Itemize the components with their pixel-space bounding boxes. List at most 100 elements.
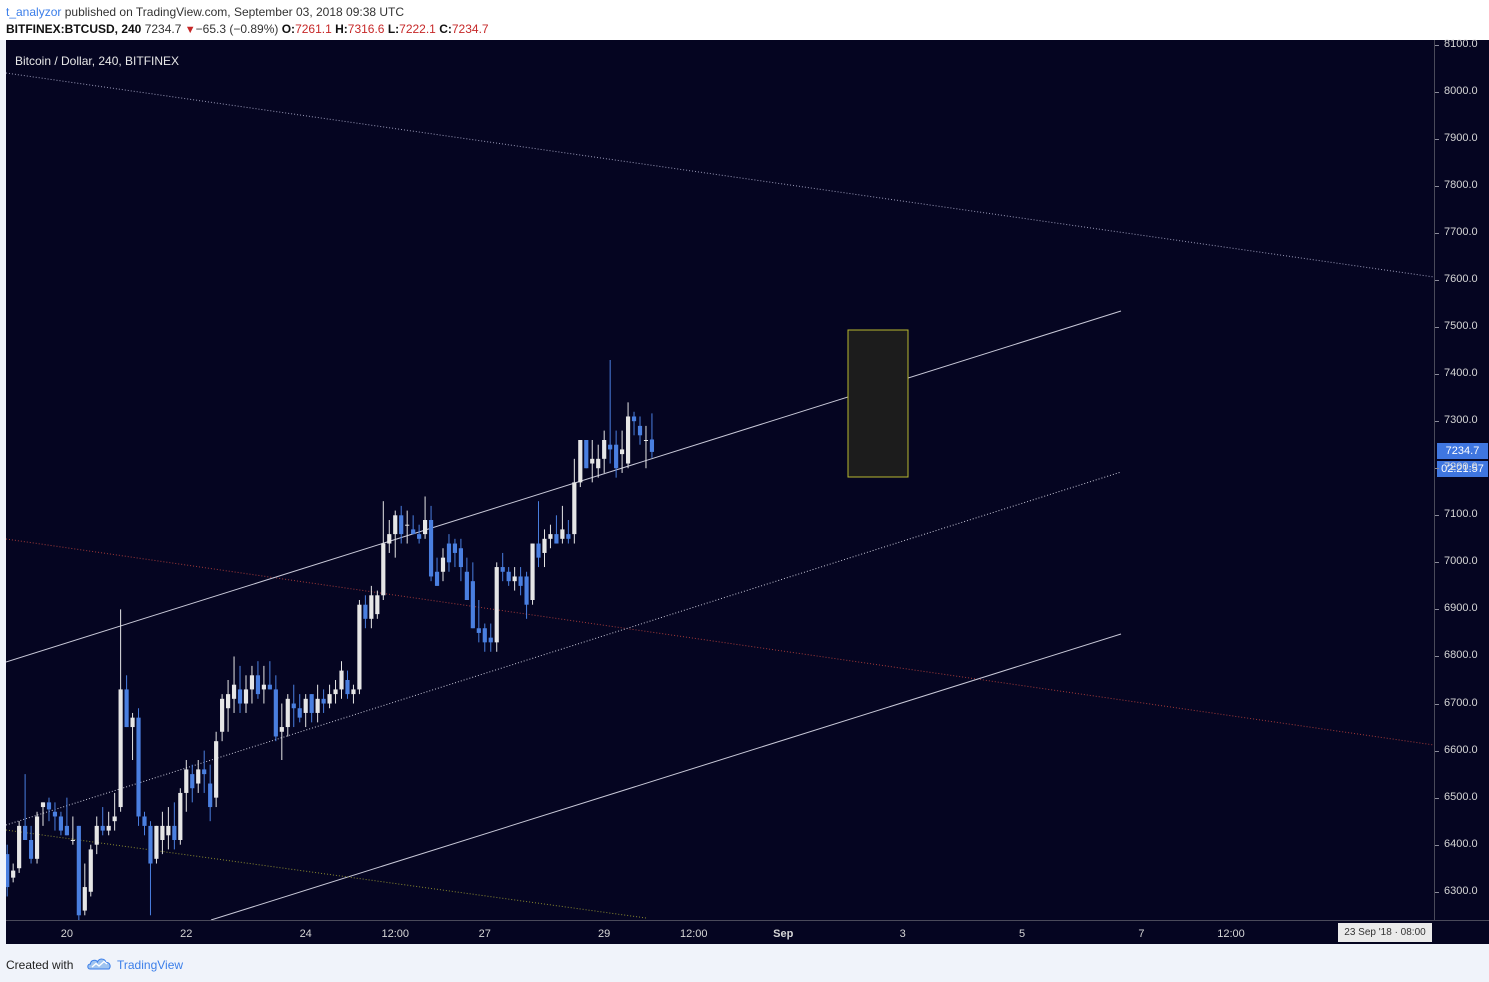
highlight-rectangle[interactable] bbox=[847, 329, 909, 478]
candle[interactable] bbox=[476, 600, 481, 643]
candle[interactable] bbox=[542, 529, 547, 568]
candle[interactable] bbox=[560, 505, 565, 544]
candle[interactable] bbox=[482, 623, 487, 652]
candle[interactable] bbox=[220, 694, 225, 742]
candle[interactable] bbox=[100, 807, 105, 836]
candle[interactable] bbox=[249, 665, 255, 704]
candle[interactable] bbox=[214, 731, 219, 808]
candle[interactable] bbox=[190, 764, 195, 803]
candle[interactable] bbox=[530, 543, 535, 605]
candle[interactable] bbox=[76, 825, 81, 920]
channel-mid-line[interactable] bbox=[6, 471, 1122, 826]
candle[interactable] bbox=[106, 811, 111, 836]
candle[interactable] bbox=[285, 694, 290, 737]
candle[interactable] bbox=[608, 360, 613, 464]
candle[interactable] bbox=[166, 807, 171, 850]
candle[interactable] bbox=[58, 811, 64, 836]
candle[interactable] bbox=[291, 684, 296, 728]
candle[interactable] bbox=[554, 515, 559, 544]
tradingview-link[interactable]: TradingView bbox=[117, 958, 184, 972]
red-trend-line[interactable] bbox=[6, 538, 1434, 746]
candle[interactable] bbox=[381, 501, 386, 600]
candle[interactable] bbox=[399, 505, 404, 544]
candle[interactable] bbox=[303, 694, 308, 728]
yellow-trend-line[interactable] bbox=[6, 829, 647, 919]
candle[interactable] bbox=[327, 684, 332, 709]
price-axis[interactable]: 7234.7 02:21:57 8100.0 8000.0 7900.0 7800.0… bbox=[1434, 38, 1489, 920]
candle[interactable] bbox=[488, 623, 493, 652]
candle[interactable] bbox=[333, 680, 338, 704]
candle[interactable] bbox=[23, 774, 28, 840]
candle[interactable] bbox=[34, 811, 40, 864]
candle[interactable] bbox=[142, 811, 147, 836]
candle[interactable] bbox=[118, 609, 123, 812]
candle[interactable] bbox=[596, 444, 601, 478]
candle[interactable] bbox=[417, 524, 422, 544]
candle[interactable] bbox=[28, 825, 34, 864]
candle[interactable] bbox=[631, 411, 637, 436]
candle[interactable] bbox=[369, 585, 374, 629]
candle[interactable] bbox=[393, 510, 398, 558]
candle[interactable] bbox=[345, 670, 350, 699]
candle[interactable] bbox=[602, 430, 607, 473]
upper-resistance-line[interactable] bbox=[6, 72, 1434, 278]
candle[interactable] bbox=[17, 821, 22, 873]
candle[interactable] bbox=[440, 548, 446, 582]
candle[interactable] bbox=[208, 764, 213, 822]
candle[interactable] bbox=[584, 440, 589, 469]
chart-pane[interactable]: Bitcoin / Dollar, 240, BITFINEX bbox=[6, 40, 1434, 920]
candle[interactable] bbox=[387, 520, 392, 553]
candle[interactable] bbox=[40, 802, 46, 826]
candle[interactable] bbox=[363, 595, 368, 629]
candle[interactable] bbox=[154, 825, 159, 864]
candle[interactable] bbox=[512, 567, 517, 591]
candle[interactable] bbox=[261, 665, 266, 704]
candle[interactable] bbox=[452, 538, 458, 568]
candle[interactable] bbox=[160, 811, 165, 855]
candle[interactable] bbox=[614, 430, 619, 478]
candle[interactable] bbox=[94, 816, 99, 855]
candle[interactable] bbox=[178, 788, 183, 845]
candle[interactable] bbox=[124, 675, 129, 728]
candle[interactable] bbox=[422, 496, 428, 539]
candle[interactable] bbox=[578, 440, 583, 488]
candle[interactable] bbox=[524, 571, 529, 619]
candle[interactable] bbox=[625, 402, 631, 469]
candle[interactable] bbox=[548, 524, 553, 549]
candle[interactable] bbox=[70, 816, 75, 845]
candle[interactable] bbox=[428, 505, 434, 582]
candle[interactable] bbox=[130, 712, 135, 760]
candle[interactable] bbox=[643, 425, 649, 469]
candle[interactable] bbox=[321, 689, 326, 713]
candle[interactable] bbox=[267, 661, 272, 690]
candle[interactable] bbox=[88, 844, 93, 897]
candle[interactable] bbox=[11, 863, 16, 883]
candle[interactable] bbox=[112, 792, 117, 831]
candle[interactable] bbox=[243, 675, 249, 713]
channel-top-line[interactable] bbox=[6, 310, 1122, 663]
author-link[interactable]: t_analyzor bbox=[6, 5, 62, 19]
candle[interactable] bbox=[566, 520, 571, 544]
candle[interactable] bbox=[506, 567, 511, 586]
candle[interactable] bbox=[172, 802, 177, 850]
candle[interactable] bbox=[339, 661, 344, 699]
candle[interactable] bbox=[411, 515, 416, 535]
candle[interactable] bbox=[279, 703, 284, 760]
candle[interactable] bbox=[494, 562, 499, 652]
chart-canvas[interactable] bbox=[6, 40, 1434, 920]
candle[interactable] bbox=[434, 557, 440, 586]
candle[interactable] bbox=[202, 750, 207, 793]
candle[interactable] bbox=[458, 538, 463, 582]
candle[interactable] bbox=[148, 821, 153, 916]
candle[interactable] bbox=[184, 760, 189, 812]
candle[interactable] bbox=[225, 680, 231, 732]
candle[interactable] bbox=[297, 694, 302, 723]
candle[interactable] bbox=[315, 684, 320, 723]
candle[interactable] bbox=[196, 760, 201, 793]
candle[interactable] bbox=[136, 708, 141, 826]
candle[interactable] bbox=[464, 557, 469, 600]
candle[interactable] bbox=[255, 661, 261, 699]
tradingview-cloud-icon[interactable] bbox=[87, 955, 113, 971]
candle[interactable] bbox=[620, 430, 625, 473]
candle[interactable] bbox=[82, 863, 87, 916]
